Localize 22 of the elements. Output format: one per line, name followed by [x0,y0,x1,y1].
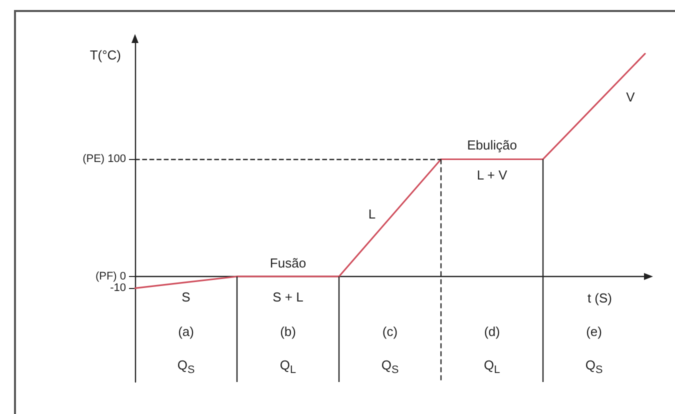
x-axis-title: t (S) [587,290,612,306]
annotation: Q$_{L}$ [484,357,500,376]
annotation: Fusão [270,256,306,271]
annotation: Q$_{L}$ [280,357,296,376]
annotation: L [368,206,376,222]
y-axis-title: T(°C) [90,48,121,62]
annotation: Q$_{S}$ [585,357,603,376]
x-tick-label: (c) [382,324,398,339]
annotation: V [626,90,635,105]
annotation: S [182,290,190,305]
x-tick-label: (d) [484,324,500,339]
annotation: L + V [476,168,508,183]
x-tick-label: (a) [178,324,194,339]
annotation: Q$_{S}$ [381,357,399,376]
annotation: Q$_{S}$ [177,357,195,376]
x-tick-label: (b) [280,324,296,339]
annotation: Ebulição [467,138,517,153]
y-tick-label: (PE) 100 [82,153,126,166]
x-tick-label: (e) [586,324,602,339]
y-tick-label: (PF) 0 [95,270,126,282]
annotation: S + L [272,290,304,305]
y-tick-label: -10 [110,282,126,294]
